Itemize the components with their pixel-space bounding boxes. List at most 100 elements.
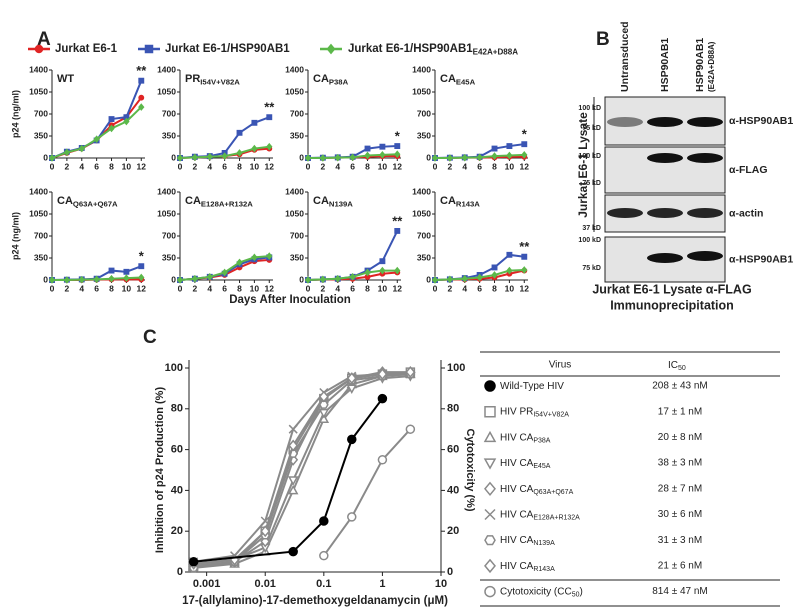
y-tick-label: 1050 bbox=[29, 208, 48, 218]
panel-title: CAE128A+R132A bbox=[185, 195, 253, 208]
y-tick-label: 1050 bbox=[157, 208, 176, 218]
side-label: Jurkat E6-1 Lysate bbox=[576, 112, 590, 218]
x-tick-label: 2 bbox=[321, 283, 326, 293]
y-tick-label: 1050 bbox=[285, 208, 304, 218]
data-point bbox=[176, 154, 184, 162]
data-point bbox=[318, 408, 330, 419]
row-name-main: HIV CA bbox=[500, 483, 534, 494]
row-name: HIV CAP38A bbox=[500, 432, 551, 444]
kd-marker: 75 kD bbox=[582, 265, 601, 272]
panel-title-sub: P38A bbox=[329, 77, 349, 86]
x-tick-label: 10 bbox=[378, 283, 388, 293]
panel-title-main: CA bbox=[440, 73, 456, 85]
data-point bbox=[138, 103, 145, 111]
data-point bbox=[346, 372, 357, 385]
data-point bbox=[394, 143, 401, 150]
legend-label: Jurkat E6-1/HSP90AB1 bbox=[165, 43, 290, 55]
x-axis-label: Days After Inoculation bbox=[229, 294, 351, 306]
data-point bbox=[379, 266, 386, 275]
panel-title-main: WT bbox=[57, 73, 74, 85]
x-tick-label: 2 bbox=[65, 283, 70, 293]
lane-label-sub: (E42A+D88A) bbox=[707, 41, 716, 92]
antibody-label: α-actin bbox=[729, 207, 763, 219]
x-tick-label: 0.001 bbox=[193, 578, 221, 590]
y-tick-label: 1400 bbox=[157, 186, 176, 196]
data-point bbox=[188, 557, 199, 567]
x-tick-label: 6 bbox=[94, 283, 99, 293]
band bbox=[607, 208, 643, 218]
panel-label: A bbox=[37, 29, 51, 50]
panel-title: PRI54V+V82A bbox=[185, 73, 240, 86]
significance: * bbox=[395, 128, 401, 143]
data-point bbox=[236, 149, 243, 157]
row-ic50: 21 ± 6 nM bbox=[658, 561, 702, 572]
x-tick-label: 8 bbox=[365, 283, 370, 293]
x-tick-label: 6 bbox=[477, 161, 482, 171]
panel-title-sub: R143A bbox=[456, 199, 480, 208]
legend-label: Jurkat E6-1 bbox=[55, 43, 118, 55]
data-point bbox=[176, 276, 184, 284]
panel-title: WT bbox=[57, 73, 74, 85]
y-tick-label: 1400 bbox=[157, 64, 176, 74]
y-axis-label: p24 (ng/ml) bbox=[10, 212, 20, 260]
x-tick-label: 12 bbox=[265, 161, 275, 171]
data-point bbox=[191, 274, 199, 283]
x-tick-label: 12 bbox=[393, 283, 403, 293]
data-point bbox=[123, 268, 130, 275]
data-point bbox=[377, 368, 388, 381]
row-name-sub: E45A bbox=[533, 463, 550, 470]
y-tick-label: 0 bbox=[43, 274, 48, 284]
data-point bbox=[364, 151, 371, 160]
data-point bbox=[446, 154, 454, 162]
x-tick-label: 4 bbox=[462, 283, 467, 293]
data-point bbox=[491, 271, 498, 279]
y-tick-label: 80 bbox=[171, 403, 183, 415]
panel-title-main: CA bbox=[313, 73, 329, 85]
y-tick-label: 20 bbox=[171, 525, 183, 537]
series-line bbox=[193, 371, 411, 565]
significance: * bbox=[522, 127, 528, 142]
y-tick-label: 100 bbox=[165, 362, 183, 374]
row-ic50: 31 ± 3 nM bbox=[658, 535, 702, 546]
y-tick-label: 0 bbox=[177, 566, 183, 578]
row-name-main: Cytotoxicity (CC bbox=[500, 586, 572, 597]
data-point bbox=[377, 455, 388, 465]
row-name-sub: R143A bbox=[533, 566, 555, 573]
y-axis-label: p24 (ng/ml) bbox=[10, 90, 20, 138]
panel-title-main: PR bbox=[185, 73, 200, 85]
legend-marker bbox=[484, 481, 496, 496]
legend-marker bbox=[484, 405, 496, 418]
y-tick-label: 1400 bbox=[285, 186, 304, 196]
row-ic50: 17 ± 1 nM bbox=[658, 406, 702, 417]
axis bbox=[188, 360, 442, 573]
data-point bbox=[260, 525, 271, 538]
y-tick-label: 1050 bbox=[412, 208, 431, 218]
data-point bbox=[287, 484, 299, 495]
x-tick-label: 12 bbox=[137, 161, 147, 171]
data-point bbox=[394, 228, 401, 234]
x-tick-label: 10 bbox=[250, 161, 260, 171]
x-tick-label: 1 bbox=[379, 578, 385, 590]
data-point bbox=[506, 266, 513, 275]
data-point bbox=[206, 273, 213, 281]
data-point bbox=[304, 276, 312, 284]
data-point bbox=[379, 258, 386, 265]
data-point bbox=[394, 266, 401, 275]
significance: ** bbox=[392, 213, 403, 228]
data-point bbox=[221, 152, 228, 160]
y-tick-label: 700 bbox=[417, 108, 431, 118]
legend-marker bbox=[484, 380, 496, 392]
y2-axis-label: Cytotoxicity (%) bbox=[464, 428, 476, 511]
y-tick-label: 0 bbox=[299, 152, 304, 162]
data-point bbox=[266, 252, 273, 260]
row-ic50: 20 ± 8 nM bbox=[658, 432, 702, 443]
y2-tick-label: 0 bbox=[447, 566, 453, 578]
x-tick-label: 6 bbox=[350, 283, 355, 293]
row-ic50: 208 ± 43 nM bbox=[652, 381, 708, 392]
panel-title-sub: E128A+R132A bbox=[201, 199, 253, 208]
y-tick-label: 350 bbox=[34, 130, 48, 140]
x-tick-label: 2 bbox=[448, 283, 453, 293]
panel-title-sub: E45A bbox=[456, 77, 476, 86]
data-point bbox=[266, 114, 273, 121]
